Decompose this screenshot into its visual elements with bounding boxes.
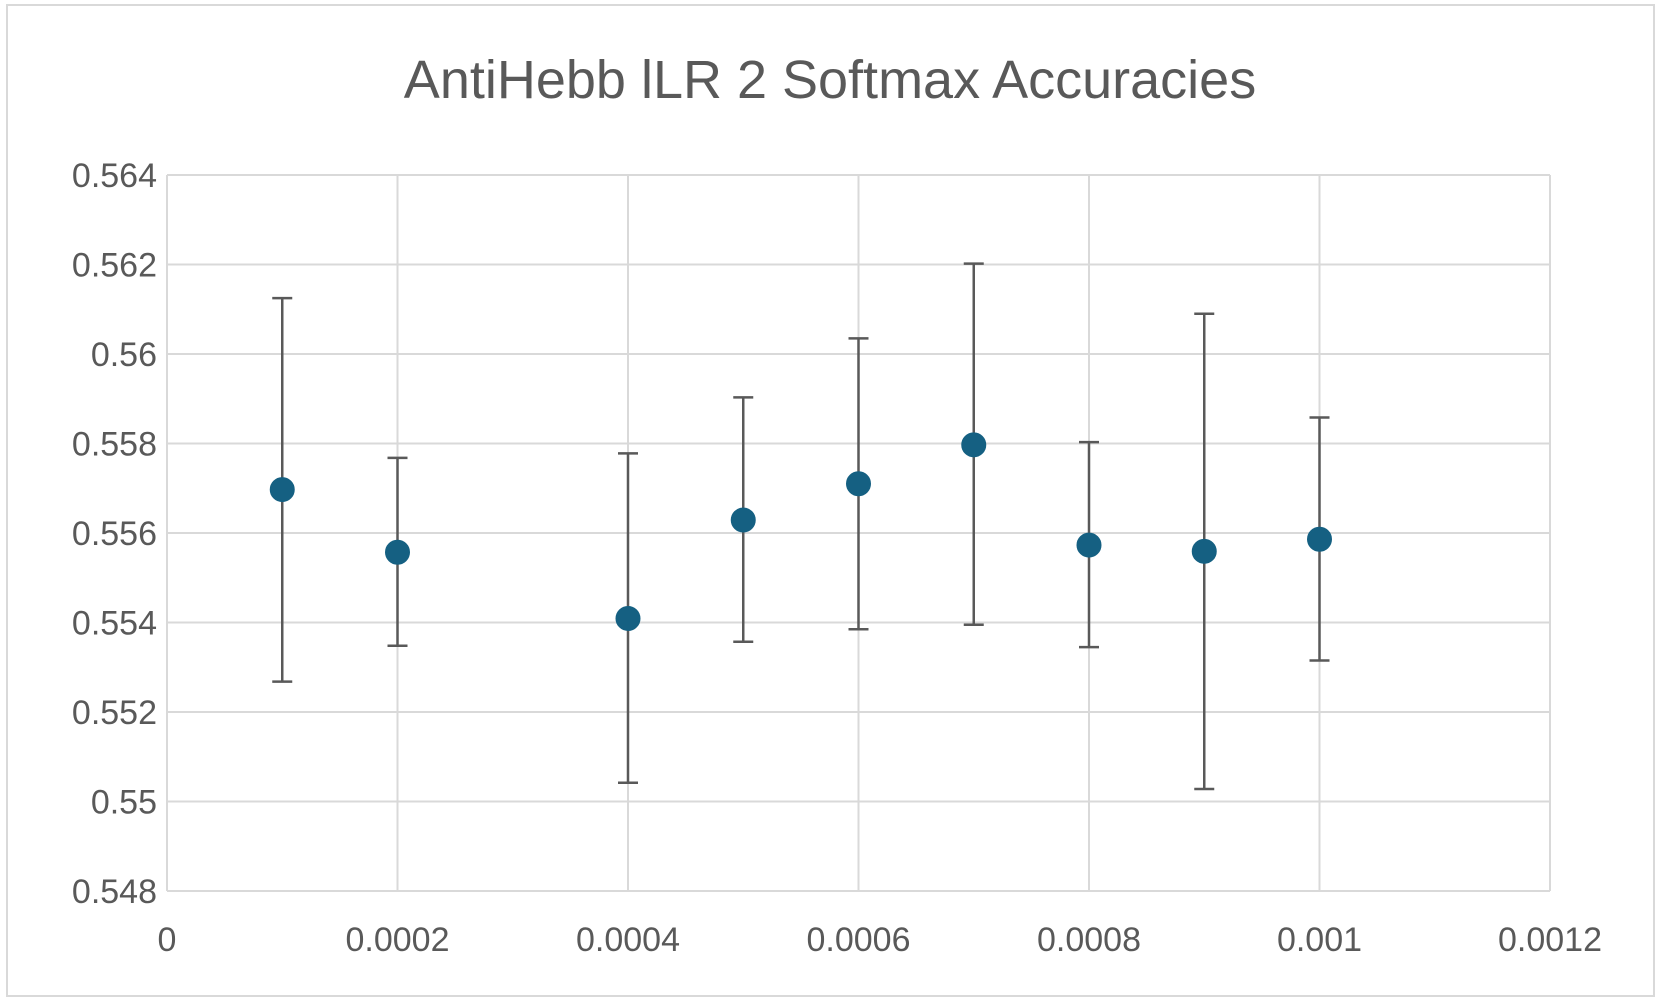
x-tick-label: 0.0006 (807, 921, 911, 959)
y-tick-label: 0.554 (72, 605, 157, 643)
data-points (269, 432, 1332, 631)
data-point (1191, 538, 1217, 564)
chart-title: AntiHebb lLR 2 Softmax Accuracies (404, 50, 1256, 110)
y-tick-labels: 0.548 0.55 0.552 0.554 0.556 0.558 0.56 0.562 0.… (72, 157, 157, 911)
data-point (961, 432, 987, 458)
y-tick-label: 0.548 (72, 873, 157, 911)
x-tick-label: 0.001 (1277, 921, 1362, 959)
y-tick-label: 0.552 (72, 694, 157, 732)
x-tick-label: 0.0002 (346, 921, 450, 959)
y-tick-label: 0.556 (72, 515, 157, 553)
data-point (1076, 532, 1102, 558)
y-tick-label: 0.564 (72, 157, 157, 195)
data-point (615, 605, 641, 631)
x-tick-label: 0.0004 (576, 921, 680, 959)
axes (166, 175, 1550, 892)
x-tick-labels: 0 0.0002 0.0004 0.0006 0.0008 0.001 0.0012 (158, 921, 1602, 959)
data-point (730, 507, 756, 533)
y-tick-label: 0.56 (91, 336, 157, 374)
data-point (846, 471, 871, 497)
data-point (269, 477, 295, 503)
x-tick-label: 0.0008 (1037, 921, 1141, 959)
x-tick-label: 0.0012 (1498, 921, 1602, 959)
data-point (1307, 526, 1332, 552)
y-tick-label: 0.562 (72, 247, 157, 285)
y-tick-label: 0.55 (91, 784, 157, 822)
x-tick-label: 0 (158, 921, 177, 959)
error-bars (272, 262, 1330, 791)
y-tick-label: 0.558 (72, 426, 157, 464)
data-point (385, 539, 410, 565)
